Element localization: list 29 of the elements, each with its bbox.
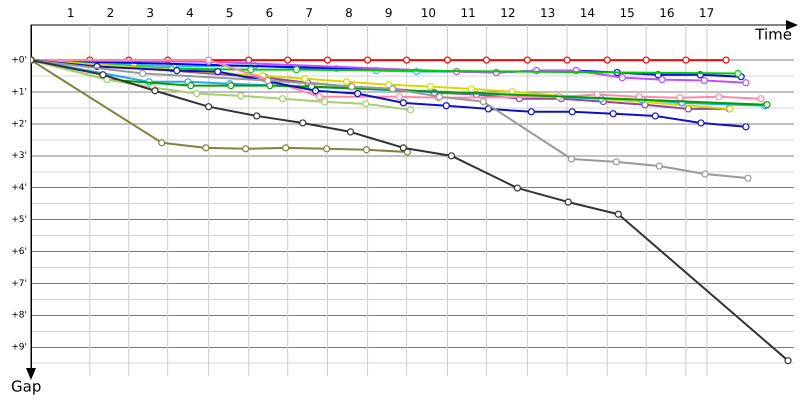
- x-tick-label: 2: [106, 6, 114, 20]
- x-tick-label: 8: [345, 6, 353, 20]
- x-tick-label: 13: [540, 6, 556, 20]
- x-tick-label: 14: [580, 6, 595, 20]
- x-tick-label: 11: [460, 6, 476, 20]
- x-tick-label: 10: [420, 6, 436, 20]
- y-tick-label: +6': [11, 246, 27, 257]
- y-tick-label: +5': [11, 214, 27, 225]
- x-tick-label: 6: [266, 6, 274, 20]
- x-tick-label: 16: [659, 6, 674, 20]
- y-tick-label: +0': [11, 55, 27, 66]
- x-tick-label: 12: [500, 6, 516, 20]
- x-axis-title: Time: [754, 25, 792, 44]
- x-tick-label: 1: [66, 6, 75, 20]
- x-tick-label: 17: [698, 6, 714, 20]
- x-tick-label: 7: [305, 6, 313, 20]
- y-tick-label: +8': [11, 310, 27, 321]
- x-tick-label: 3: [146, 6, 154, 20]
- y-tick-label: +3': [11, 151, 27, 162]
- y-tick-label: +1': [11, 87, 27, 98]
- x-tick-label: 9: [384, 6, 392, 20]
- x-tick-label: 4: [186, 6, 194, 20]
- y-axis-title: Gap: [11, 377, 42, 396]
- x-tick-label: 5: [226, 6, 234, 20]
- y-tick-label: +4': [11, 183, 27, 194]
- y-tick-label: +9': [11, 342, 27, 353]
- y-tick-label: +2': [11, 119, 27, 130]
- y-tick-label: +7': [11, 278, 27, 289]
- x-tick-label: 15: [619, 6, 635, 20]
